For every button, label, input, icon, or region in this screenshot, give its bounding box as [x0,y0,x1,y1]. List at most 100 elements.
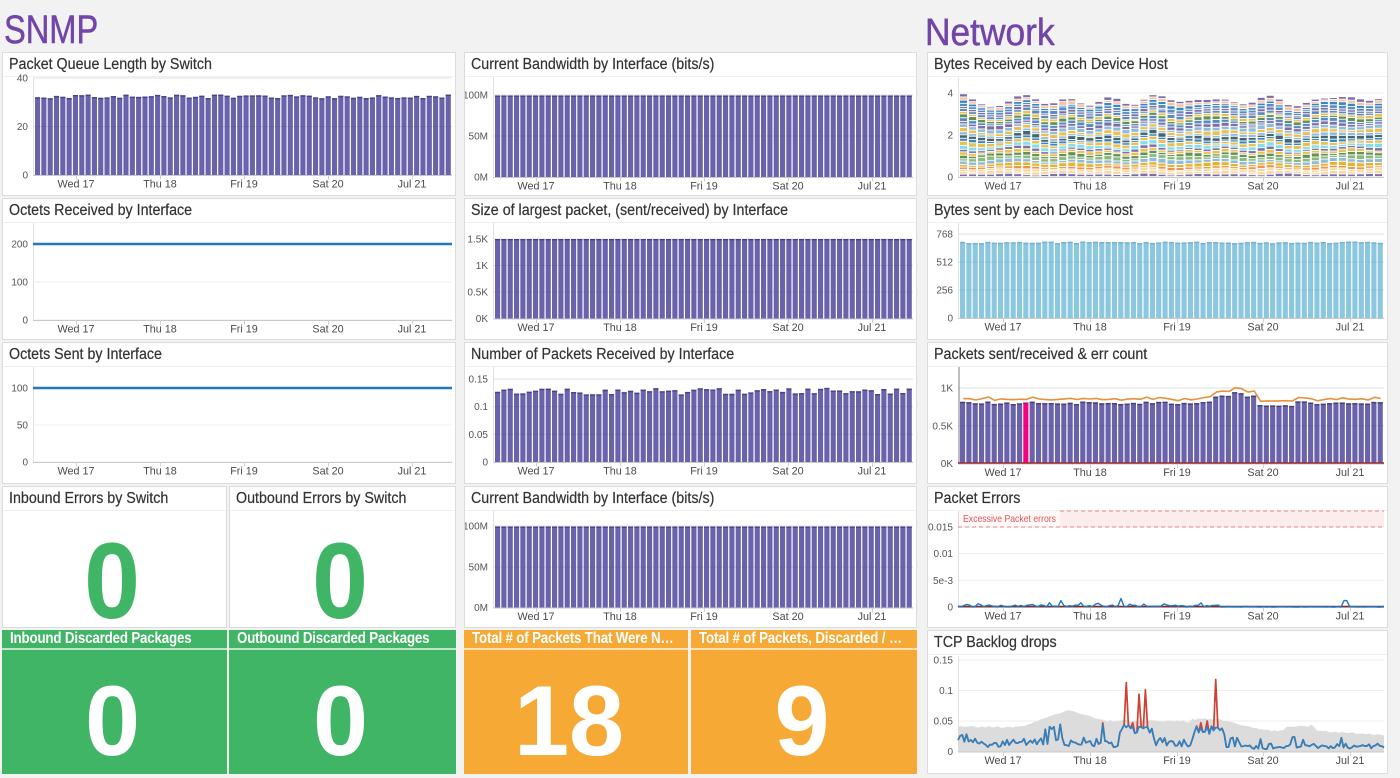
svg-text:Fri 19: Fri 19 [690,181,718,193]
svg-text:Thu 18: Thu 18 [143,324,177,336]
svg-text:50: 50 [17,421,29,432]
svg-text:0.15: 0.15 [934,656,954,667]
svg-text:Wed 17: Wed 17 [517,466,554,478]
svg-text:Sat 20: Sat 20 [312,324,343,336]
svg-text:Wed 17: Wed 17 [984,322,1021,334]
svg-text:0: 0 [947,314,953,325]
svg-text:Fri 19: Fri 19 [690,466,718,478]
svg-text:Thu 18: Thu 18 [143,179,177,191]
svg-text:Wed 17: Wed 17 [984,611,1021,623]
svg-text:Wed 17: Wed 17 [517,611,554,623]
svg-text:0: 0 [947,603,953,614]
svg-text:Fri 19: Fri 19 [1163,181,1191,193]
svg-text:0.5K: 0.5K [932,421,953,432]
svg-text:0.1: 0.1 [939,686,953,697]
svg-text:1.5K: 1.5K [467,235,488,246]
svg-text:Sat 20: Sat 20 [772,322,803,334]
svg-text:50M: 50M [469,132,488,143]
svg-text:0M: 0M [474,603,488,614]
svg-text:2: 2 [947,131,953,142]
svg-text:200: 200 [11,240,28,251]
svg-text:Thu 18: Thu 18 [143,466,177,478]
svg-text:Fri 19: Fri 19 [1163,755,1191,767]
svg-text:Thu 18: Thu 18 [1073,755,1107,767]
svg-text:Sat 20: Sat 20 [772,466,803,478]
svg-text:Wed 17: Wed 17 [984,467,1021,479]
svg-text:Jul 21: Jul 21 [858,181,887,193]
svg-text:0: 0 [22,458,28,469]
svg-text:Jul 21: Jul 21 [1336,467,1365,479]
svg-text:Jul 21: Jul 21 [1336,181,1365,193]
svg-text:Thu 18: Thu 18 [1073,611,1107,623]
svg-text:100: 100 [11,384,28,395]
svg-text:100: 100 [11,278,28,289]
svg-text:Thu 18: Thu 18 [603,181,637,193]
svg-text:Fri 19: Fri 19 [1163,611,1191,623]
svg-text:Wed 17: Wed 17 [57,324,94,336]
svg-text:0.01: 0.01 [934,549,954,560]
svg-text:Sat 20: Sat 20 [1247,611,1278,623]
svg-text:0.05: 0.05 [934,717,954,728]
svg-text:Jul 21: Jul 21 [1336,755,1365,767]
svg-text:0K: 0K [941,459,954,470]
svg-text:Thu 18: Thu 18 [603,466,637,478]
svg-text:Sat 20: Sat 20 [1247,322,1278,334]
svg-text:Wed 17: Wed 17 [57,179,94,191]
svg-text:50M: 50M [469,563,488,574]
svg-text:Thu 18: Thu 18 [1073,467,1107,479]
svg-text:512: 512 [936,258,953,269]
svg-text:Sat 20: Sat 20 [772,181,803,193]
svg-text:0.5K: 0.5K [467,288,488,299]
svg-text:Fri 19: Fri 19 [690,611,718,623]
svg-text:1K: 1K [476,261,489,272]
svg-text:Sat 20: Sat 20 [772,611,803,623]
svg-text:0: 0 [947,173,953,184]
svg-text:Fri 19: Fri 19 [690,322,718,334]
svg-text:Fri 19: Fri 19 [1163,467,1191,479]
svg-text:1K: 1K [941,384,954,395]
svg-text:Excessive Packet errors: Excessive Packet errors [963,513,1056,525]
svg-text:0M: 0M [474,173,488,184]
svg-text:Wed 17: Wed 17 [57,466,94,478]
svg-text:0.15: 0.15 [469,375,489,386]
svg-text:Jul 21: Jul 21 [398,179,427,191]
svg-text:20: 20 [17,122,29,133]
svg-text:Jul 21: Jul 21 [858,322,887,334]
svg-text:5e-3: 5e-3 [933,576,953,587]
svg-text:Fri 19: Fri 19 [230,179,258,191]
svg-text:40: 40 [17,74,29,85]
svg-text:Fri 19: Fri 19 [1163,322,1191,334]
svg-text:Wed 17: Wed 17 [984,181,1021,193]
svg-text:Jul 21: Jul 21 [858,611,887,623]
svg-text:0.015: 0.015 [928,523,953,534]
svg-text:Sat 20: Sat 20 [312,179,343,191]
svg-text:0: 0 [22,316,28,327]
svg-text:Jul 21: Jul 21 [398,324,427,336]
svg-text:Thu 18: Thu 18 [1073,322,1107,334]
svg-text:0: 0 [22,171,28,182]
svg-text:0.1: 0.1 [474,402,488,413]
svg-text:Wed 17: Wed 17 [984,755,1021,767]
svg-text:Wed 17: Wed 17 [517,181,554,193]
svg-text:0: 0 [947,747,953,758]
svg-text:0K: 0K [476,314,489,325]
svg-text:Wed 17: Wed 17 [517,322,554,334]
svg-text:256: 256 [936,286,953,297]
svg-text:Thu 18: Thu 18 [603,322,637,334]
svg-text:100M: 100M [465,91,488,102]
svg-text:Sat 20: Sat 20 [312,466,343,478]
svg-text:Sat 20: Sat 20 [1247,755,1278,767]
svg-text:Thu 18: Thu 18 [603,611,637,623]
svg-text:Fri 19: Fri 19 [230,466,258,478]
svg-text:Jul 21: Jul 21 [858,466,887,478]
svg-text:100M: 100M [465,522,488,533]
svg-text:768: 768 [936,230,953,241]
svg-text:0.05: 0.05 [469,430,489,441]
svg-text:Sat 20: Sat 20 [1247,181,1278,193]
svg-text:Fri 19: Fri 19 [230,324,258,336]
svg-text:Jul 21: Jul 21 [1336,322,1365,334]
svg-text:Jul 21: Jul 21 [398,466,427,478]
svg-text:Thu 18: Thu 18 [1073,181,1107,193]
svg-text:Sat 20: Sat 20 [1247,467,1278,479]
svg-text:Jul 21: Jul 21 [1336,611,1365,623]
